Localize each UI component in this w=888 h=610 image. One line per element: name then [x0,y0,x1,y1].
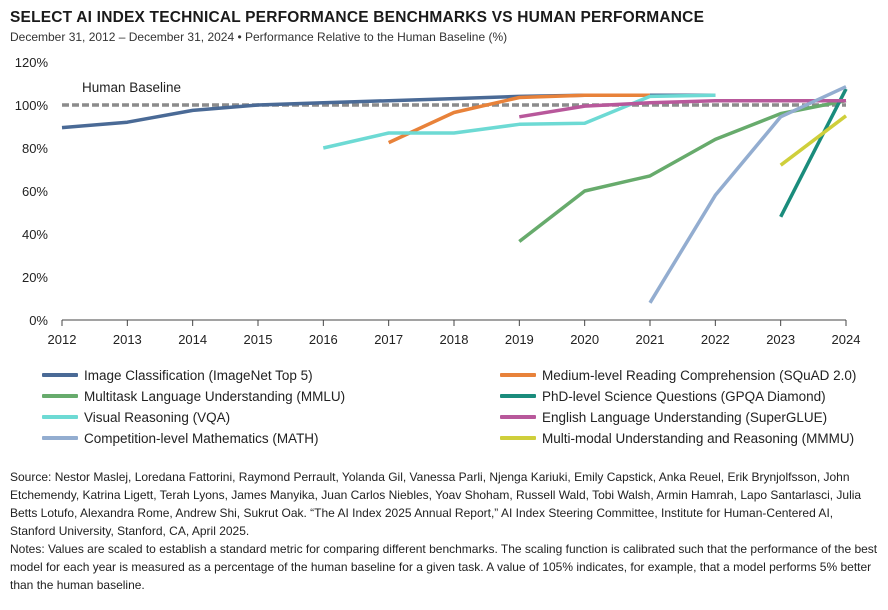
legend-label: PhD-level Science Questions (GPQA Diamon… [542,388,826,404]
legend-label: Image Classification (ImageNet Top 5) [84,367,313,383]
chart-title: SELECT AI INDEX TECHNICAL PERFORMANCE BE… [10,9,705,26]
x-tick-label: 2014 [178,332,207,347]
legend-label: English Language Understanding (SuperGLU… [542,409,828,425]
x-tick-label: 2017 [374,332,403,347]
series-line-2 [387,93,650,145]
y-tick-label: 100% [15,98,49,113]
legend-item: PhD-level Science Questions (GPQA Diamon… [500,386,826,406]
legend-item: Multitask Language Understanding (MMLU) [42,386,345,406]
legend-swatch [42,394,78,398]
x-tick-label: 2015 [244,332,273,347]
line-chart: 0% 20% 40% 60% 80% 100% 120% 2012 2013 2014 2015 20… [15,55,861,347]
legend-swatch [500,373,536,377]
x-tick-label: 2021 [636,332,665,347]
x-tick-label: 2020 [570,332,599,347]
chart-subtitle: December 31, 2012 – December 31, 2024 • … [10,30,508,44]
legend-label: Multitask Language Understanding (MMLU) [84,388,346,404]
x-tick-label: 2024 [832,332,861,347]
human-baseline-label: Human Baseline [82,80,181,95]
y-tick-label: 20% [22,270,48,285]
legend-label: Multi-modal Understanding and Reasoning … [542,430,855,446]
legend-item: Competition-level Mathematics (MATH) [42,428,319,448]
legend-item: English Language Understanding (SuperGLU… [500,407,827,427]
legend-label: Medium-level Reading Comprehension (SQuA… [542,367,857,383]
legend-swatch [42,415,78,419]
legend-item: Image Classification (ImageNet Top 5) [42,365,313,385]
x-tick-label: 2019 [505,332,534,347]
y-tick-label: 0% [29,313,48,328]
chart-notes: Source: Nestor Maslej, Loredana Fattorin… [10,468,880,594]
series-line-6 [519,98,846,119]
x-tick-label: 2018 [440,332,469,347]
legend-swatch [500,415,536,419]
x-tick-label: 2023 [766,332,795,347]
x-tick-label: 2022 [701,332,730,347]
series-line-7 [648,85,847,304]
series-line-4 [779,88,848,218]
source-text: Source: Nestor Maslej, Loredana Fattorin… [10,470,862,538]
x-tick-label: 2013 [113,332,142,347]
legend-item: Multi-modal Understanding and Reasoning … [500,428,854,448]
y-tick-label: 40% [22,227,48,242]
y-tick-label: 120% [15,55,49,70]
y-tick-label: 80% [22,141,48,156]
x-tick-label: 2016 [309,332,338,347]
chart-legend: Image Classification (ImageNet Top 5) Med… [42,365,872,449]
legend-label: Competition-level Mathematics (MATH) [84,430,319,446]
y-tick-label: 60% [22,184,48,199]
legend-item: Visual Reasoning (VQA) [42,407,230,427]
legend-swatch [500,394,536,398]
x-tick-label: 2012 [48,332,77,347]
legend-swatch [42,373,78,377]
legend-label: Visual Reasoning (VQA) [84,409,231,425]
series-line-8 [779,114,848,167]
legend-swatch [500,436,536,440]
legend-swatch [42,436,78,440]
notes-text: Notes: Values are scaled to establish a … [10,542,878,592]
legend-item: Medium-level Reading Comprehension (SQuA… [500,365,856,385]
series-line-5 [322,93,716,150]
